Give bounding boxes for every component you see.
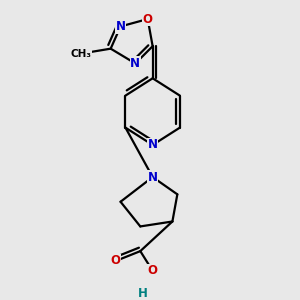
Text: N: N [116,20,125,33]
Text: N: N [130,57,140,70]
Text: N: N [148,139,158,152]
Text: O: O [111,254,121,268]
Text: O: O [148,264,158,278]
Text: O: O [143,13,153,26]
Text: H: H [138,286,148,300]
Text: N: N [148,171,158,184]
Text: CH₃: CH₃ [70,49,92,58]
